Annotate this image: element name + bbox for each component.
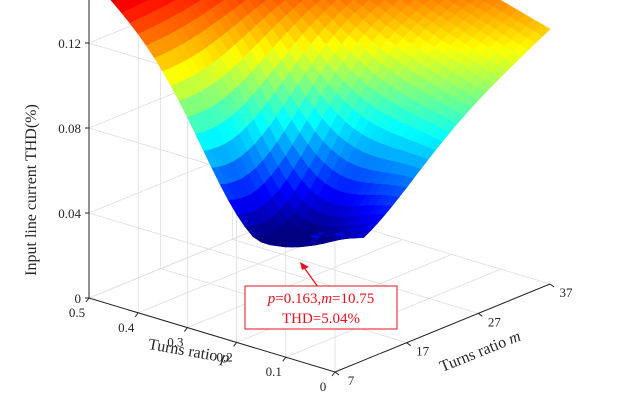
axes (85, 0, 555, 377)
surface-patch (298, 0, 305, 3)
p-tick-label: 0.2 (216, 349, 232, 364)
z-tick-label: 0.08 (58, 121, 81, 136)
floor-grid-line (187, 239, 403, 328)
p-tick-label: 0.5 (69, 305, 85, 320)
z-tick-label: 0.12 (58, 36, 81, 51)
m-axis-line (334, 283, 551, 373)
surface-patch (482, 0, 488, 2)
surface-patch (465, 0, 474, 4)
p-tick-mark (85, 297, 90, 303)
m-tick-label: 27 (488, 314, 502, 329)
m-tick-mark (406, 342, 411, 347)
m-tick-mark (549, 283, 555, 288)
p-tick-mark (183, 327, 188, 332)
x-axis-label: Turns ratio p (147, 336, 231, 367)
p-tick-label: 0 (320, 379, 327, 394)
p-tick-mark (134, 312, 139, 318)
wall-grid-line (88, 0, 196, 44)
m-tick-label: 37 (560, 285, 574, 300)
z-tick-label: 0.04 (58, 206, 81, 221)
p-tick-mark (331, 371, 336, 377)
p-tick-mark (282, 356, 287, 362)
annotation-arrow-line (302, 265, 319, 288)
minimum-annotation: p=0.163,m=10.75 THD=5.04% (244, 262, 398, 330)
m-tick-label: 17 (416, 344, 430, 359)
z-axis-label: Input line current THD(%) (23, 104, 40, 276)
annotation-arrow-head (300, 262, 309, 270)
surface-patch (260, 0, 268, 4)
thd-surface (110, 0, 551, 248)
p-tick-label: 0.1 (266, 364, 282, 379)
p-tick-mark (233, 342, 238, 347)
wall-grid-line (88, 212, 336, 288)
surface-patch (448, 0, 460, 4)
floor-grid-line (232, 238, 479, 314)
m-tick-label: 7 (348, 373, 355, 388)
y-axis-label: Turns ratio m (437, 328, 523, 376)
p-axis-line (88, 297, 336, 373)
annotation-line-2: THD=5.04% (282, 311, 360, 327)
z-tick-label: 0 (75, 291, 82, 306)
p-tick-label: 0.3 (167, 335, 183, 350)
p-tick-label: 0.4 (118, 320, 135, 335)
annotation-line-1: p=0.163,m=10.75 (267, 291, 375, 307)
surface-patch (311, 0, 322, 5)
m-tick-mark (334, 371, 340, 376)
surface-patch (534, 23, 551, 37)
annotation-box (244, 285, 398, 330)
m-tick-mark (478, 312, 483, 317)
